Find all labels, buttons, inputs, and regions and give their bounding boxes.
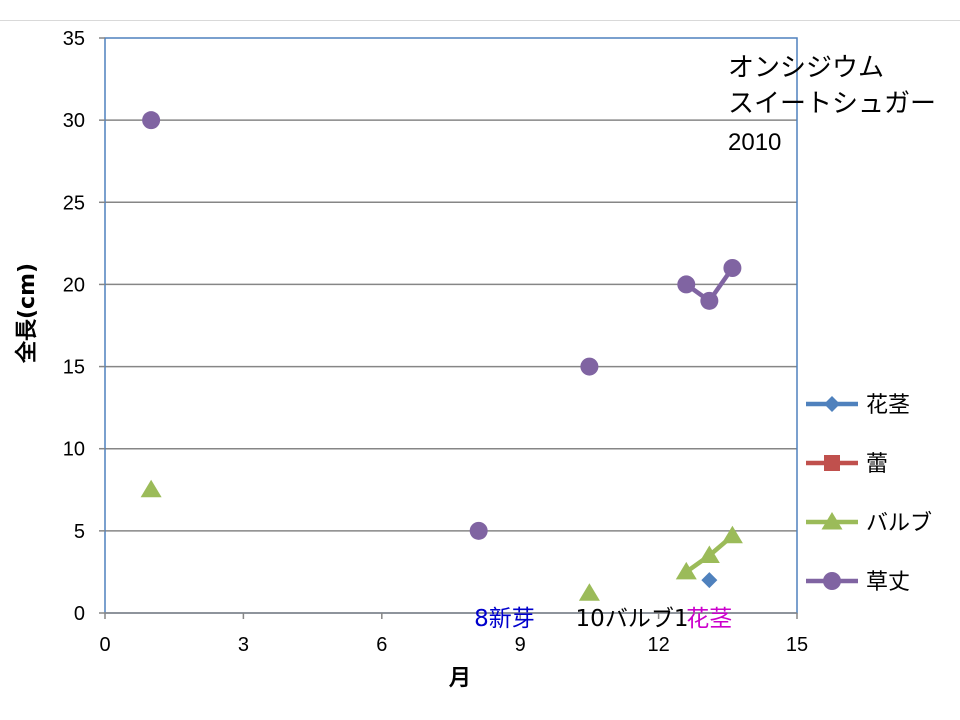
top-divider xyxy=(0,20,960,21)
x-tick-label: 3 xyxy=(238,634,249,656)
legend-marker xyxy=(821,512,843,530)
y-tick-label: 20 xyxy=(63,274,85,296)
x-axis: 0 3 6 9 12 15 xyxy=(99,612,808,656)
series-1 xyxy=(701,572,718,589)
title-line-2: スイートシュガー xyxy=(728,89,936,119)
series-4 xyxy=(142,111,742,540)
data-point xyxy=(677,275,696,294)
x-tick-label: 12 xyxy=(647,634,669,656)
x-tick-label: 15 xyxy=(786,634,808,656)
legend-marker xyxy=(823,572,841,590)
y-tick-label: 10 xyxy=(63,439,85,461)
data-point xyxy=(580,357,599,376)
data-point xyxy=(142,111,161,130)
chart-title: オンシジウム スイートシュガー 2010 xyxy=(728,53,936,156)
data-point xyxy=(469,521,488,540)
title-line-1: オンシジウム xyxy=(728,53,884,83)
legend-label: 蕾 xyxy=(866,452,888,477)
data-point xyxy=(700,291,719,310)
legend-label: バルブ xyxy=(866,511,932,536)
data-point xyxy=(140,479,162,498)
annotation-label: 8新芽 xyxy=(474,606,535,632)
x-tick-label: 0 xyxy=(99,634,110,656)
legend-label: 草丈 xyxy=(866,570,910,595)
data-point xyxy=(675,561,697,580)
series-3 xyxy=(140,479,743,601)
series-layer xyxy=(140,111,743,601)
data-point xyxy=(578,583,600,601)
data-point xyxy=(721,525,743,544)
y-tick-label: 15 xyxy=(63,357,85,379)
plot-area-border xyxy=(104,37,798,614)
data-point xyxy=(723,259,742,277)
y-axis-title: 全長(cm) xyxy=(14,263,40,364)
annotation-label: 10バルブ1 xyxy=(576,606,689,632)
x-tick-label: 6 xyxy=(376,634,387,656)
annotation-label: 花茎 xyxy=(686,606,732,632)
legend-item-1: 花茎 xyxy=(806,393,910,418)
y-axis: 0 5 10 15 20 25 30 35 xyxy=(63,28,105,625)
legend-marker xyxy=(824,455,840,471)
y-tick-label: 5 xyxy=(74,521,85,543)
y-tick-label: 25 xyxy=(63,192,85,214)
legend-item-2: 蕾 xyxy=(806,452,888,477)
x-tick-label: 9 xyxy=(515,634,526,656)
data-point xyxy=(701,572,718,589)
y-tick-label: 35 xyxy=(63,28,85,50)
gridlines xyxy=(105,119,797,532)
legend-marker xyxy=(824,396,840,412)
legend-item-3: バルブ xyxy=(806,511,932,536)
y-tick-label: 0 xyxy=(74,603,85,625)
legend-label: 花茎 xyxy=(866,393,910,418)
y-tick-label: 30 xyxy=(63,110,85,132)
x-axis-title: 月 xyxy=(448,666,471,691)
legend-item-4: 草丈 xyxy=(806,570,910,595)
data-point xyxy=(698,545,720,563)
title-line-3: 2010 xyxy=(728,129,781,156)
